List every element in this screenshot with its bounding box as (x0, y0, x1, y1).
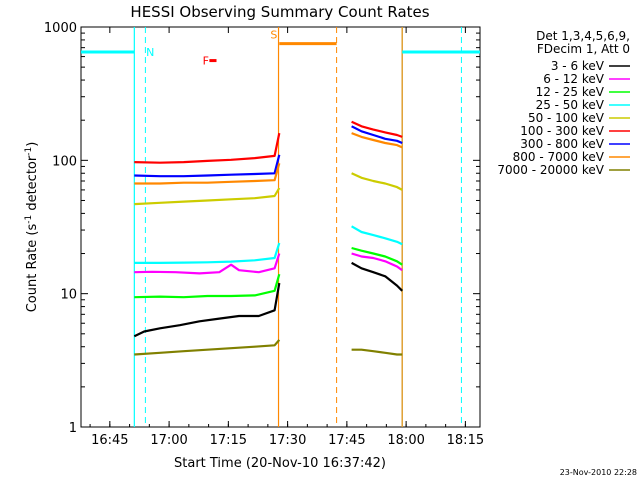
legend-label-2: 12 - 25 keV (536, 85, 605, 99)
series-line-7-seg2 (351, 132, 403, 149)
series-line-6-seg2 (351, 125, 403, 145)
legend-label-6: 300 - 800 keV (520, 137, 604, 151)
legend-label-7: 800 - 7000 keV (513, 150, 605, 164)
series-line-8-seg1 (134, 339, 281, 356)
y-tick-label-2: 100 (52, 154, 77, 169)
series-line-7-seg1 (134, 163, 281, 185)
legend: Det 1,3,4,5,6,9, FDecim 1, Att 0 3 - 6 k… (497, 29, 630, 177)
y-axis-title-main: Count Rate (s (25, 224, 40, 313)
series-layer (133, 120, 403, 356)
legend-label-0: 3 - 6 keV (551, 59, 605, 73)
chart-title: HESSI Observing Summary Count Rates (130, 3, 429, 21)
x-axis-title: Start Time (20-Nov-10 16:37:42) (174, 456, 386, 471)
observing-flags-layer: N S F (81, 27, 480, 427)
x-tick-label-5: 18:00 (387, 433, 424, 448)
x-tick-label-4: 17:45 (328, 433, 365, 448)
y-tick-label-3: 1000 (44, 21, 77, 36)
legend-label-5: 100 - 300 keV (520, 124, 604, 138)
series-line-1-seg1 (134, 253, 281, 275)
series-line-4-seg2 (351, 172, 403, 191)
series-line-6-seg1 (134, 154, 281, 178)
night-label: N (146, 46, 154, 59)
series-line-5-seg1 (134, 132, 281, 164)
y-axis-title-sup1: -1 (24, 215, 34, 224)
legend-label-3: 25 - 50 keV (536, 98, 605, 112)
x-tick-label-0: 16:45 (91, 433, 128, 448)
series-line-8-seg2 (351, 348, 403, 356)
x-tick-label-2: 17:15 (210, 433, 247, 448)
series-line-1-seg2 (351, 252, 403, 272)
series-line-3-seg1 (134, 242, 281, 264)
x-tick-label-6: 18:15 (447, 433, 484, 448)
x-tick-label-3: 17:30 (269, 433, 306, 448)
series-line-0-seg2 (351, 261, 403, 292)
series-line-3-seg2 (351, 225, 403, 246)
x-tick-label-1: 17:00 (150, 433, 187, 448)
y-axis-title-sup2: -1 (24, 147, 34, 156)
flare-label: F (203, 55, 209, 68)
series-line-2-seg2 (351, 246, 403, 266)
series-line-5-seg2 (351, 120, 403, 138)
y-axis-title-mid: detector (25, 155, 40, 215)
plot-frame (80, 26, 481, 428)
y-axis-title: Count Rate (s-1 detector-1) (24, 142, 40, 313)
series-line-2-seg1 (134, 273, 281, 299)
legend-label-4: 50 - 100 keV (528, 111, 605, 125)
y-axis-title-end: ) (25, 142, 40, 147)
axes-layer: 16:45 17:00 17:15 17:30 17:45 18:00 18:15 1 10 10… (44, 21, 484, 448)
legend-label-8: 7000 - 20000 keV (497, 163, 604, 177)
legend-label-1: 6 - 12 keV (543, 72, 605, 86)
footer-date: 23-Nov-2010 22:28 (560, 468, 637, 477)
y-tick-label-0: 1 (69, 421, 77, 436)
legend-header-line-1: Det 1,3,4,5,6,9, (536, 29, 630, 43)
series-line-4-seg1 (134, 187, 281, 206)
series-line-0-seg1 (133, 282, 281, 338)
saa-label: S (270, 29, 277, 42)
legend-header-line-2: FDecim 1, Att 0 (537, 42, 630, 56)
y-tick-label-1: 10 (60, 288, 77, 303)
